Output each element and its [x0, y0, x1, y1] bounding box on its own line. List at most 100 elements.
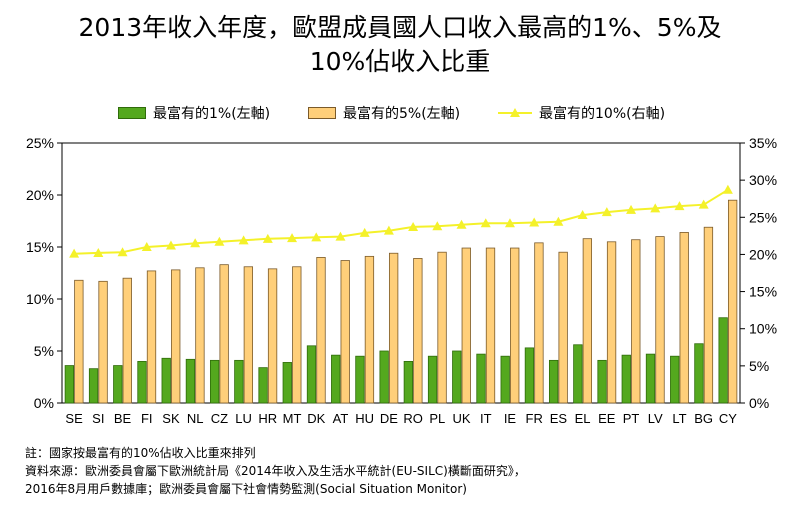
bar-top1-ES: [548, 359, 559, 404]
y-right-tick-label: 30%: [749, 172, 777, 188]
x-tick-label-FI: FI: [141, 411, 153, 426]
point-top10-SE: [69, 248, 80, 258]
y-right-tick-label: 0%: [749, 395, 769, 411]
point-top10-SK: [165, 240, 176, 250]
x-tick-label-CY: CY: [719, 411, 737, 426]
x-tick-label-MT: MT: [283, 411, 302, 426]
bar-top5-ES: [558, 251, 568, 404]
y-right-tick-label: 35%: [749, 135, 777, 151]
y-left-tick-label: 5%: [34, 343, 54, 359]
x-tick-label-EE: EE: [598, 411, 616, 426]
x-tick-label-EL: EL: [575, 411, 591, 426]
bar-top1-EE: [597, 359, 607, 404]
bar-top5-BG: [703, 226, 714, 404]
legend-label-top5: 最富有的5%(左軸): [343, 106, 461, 122]
bar-top5-FR: [534, 242, 544, 404]
x-tick-label-UK: UK: [453, 411, 471, 426]
point-top10-IE: [504, 218, 515, 228]
point-top10-EE: [601, 207, 612, 217]
note-line-2: 資料來源：歐洲委員會屬下歐洲統計局《2014年收入及生活水平統計(EU-SILC…: [25, 464, 526, 478]
bar-top1-UK: [452, 350, 462, 404]
point-top10-LV: [650, 203, 661, 213]
x-tick-label-PT: PT: [623, 411, 640, 426]
bar-top1-SE: [64, 365, 75, 404]
x-tick-label-RO: RO: [403, 411, 423, 426]
legend-item-top5: 最富有的5%(左軸): [308, 103, 460, 123]
bar-top5-IE: [510, 247, 520, 404]
x-tick-label-HU: HU: [355, 411, 374, 426]
x-tick-label-IE: IE: [504, 411, 517, 426]
bar-top5-HU: [364, 255, 375, 404]
point-top10-PT: [626, 204, 637, 214]
bar-top1-DK: [306, 345, 317, 404]
bar-top5-LT: [679, 232, 689, 404]
point-top10-HR: [262, 233, 273, 243]
y-right-tick-label: 20%: [749, 246, 777, 262]
x-tick-label-BG: BG: [694, 411, 713, 426]
bar-top1-FI: [137, 360, 147, 404]
legend-item-top1: 最富有的1%(左軸): [118, 103, 270, 123]
point-top10-DK: [311, 232, 322, 242]
y-right-tick-label: 10%: [749, 321, 777, 337]
bar-top5-EL: [582, 238, 593, 404]
bar-top1-SK: [161, 357, 171, 404]
bar-top1-IE: [500, 355, 510, 404]
x-tick-label-BE: BE: [114, 411, 132, 426]
point-top10-CZ: [214, 236, 225, 246]
y-left-tick-label: 0%: [34, 395, 54, 411]
bar-top5-RO: [413, 258, 423, 404]
bar-top5-CY: [727, 199, 738, 404]
bar-top1-PT: [621, 354, 631, 404]
x-tick-label-ES: ES: [550, 411, 568, 426]
point-top10-FR: [529, 217, 540, 227]
point-top10-AT: [335, 231, 346, 241]
point-top10-CY: [722, 184, 733, 194]
chart-title-line-1: 2013年收入年度，歐盟成員國人口收入最高的1%、5%及: [78, 13, 722, 42]
bar-top1-EL: [573, 344, 583, 404]
bar-top1-LV: [645, 353, 656, 404]
point-top10-BG: [698, 199, 709, 209]
y-left-tick-label: 15%: [26, 239, 54, 255]
bar-top1-CZ: [209, 359, 220, 404]
legend-label-top10: 最富有的10%(右軸): [539, 106, 666, 122]
point-top10-LT: [674, 201, 685, 211]
bar-top5-HR: [267, 268, 278, 404]
x-tick-label-LT: LT: [672, 411, 686, 426]
point-top10-BE: [117, 247, 128, 257]
y-left-tick-label: 20%: [26, 187, 54, 203]
note-line-1: 註：國家按最富有的10%佔收入比重來排列: [25, 446, 256, 460]
bar-top5-PL: [437, 251, 447, 404]
bar-top5-SI: [98, 280, 108, 404]
bar-top5-UK: [461, 247, 471, 404]
x-tick-label-CZ: CZ: [211, 411, 228, 426]
point-top10-FI: [141, 242, 152, 251]
point-top10-HU: [359, 227, 370, 237]
point-top10-EL: [577, 210, 588, 220]
x-tick-label-SK: SK: [162, 411, 180, 426]
x-tick-label-SI: SI: [92, 411, 104, 426]
bar-top5-AT: [340, 260, 350, 404]
point-top10-MT: [287, 233, 298, 243]
bar-top1-DE: [379, 350, 389, 404]
chart-legend: 最富有的1%(左軸) 最富有的5%(左軸) 最富有的10%(右軸): [0, 103, 800, 123]
legend-label-top1: 最富有的1%(左軸): [153, 106, 271, 122]
point-top10-NL: [190, 238, 201, 248]
bar-top5-PT: [631, 239, 641, 404]
point-top10-UK: [456, 219, 467, 229]
bar-top5-NL: [195, 267, 205, 404]
legend-swatch-top5: [308, 107, 336, 119]
bar-top5-LV: [655, 236, 665, 404]
point-top10-IT: [480, 218, 491, 228]
y-right-tick-label: 25%: [749, 209, 777, 225]
x-tick-label-FR: FR: [526, 411, 543, 426]
bar-top1-AT: [331, 354, 341, 404]
bar-top1-CY: [718, 317, 728, 404]
point-top10-ES: [553, 216, 564, 226]
y-right-tick-label: 15%: [749, 284, 777, 300]
bar-top1-HR: [258, 367, 268, 404]
bar-top1-LU: [234, 359, 244, 404]
bar-top1-MT: [282, 362, 292, 404]
bar-top5-SK: [171, 269, 181, 404]
point-top10-LU: [238, 235, 249, 245]
